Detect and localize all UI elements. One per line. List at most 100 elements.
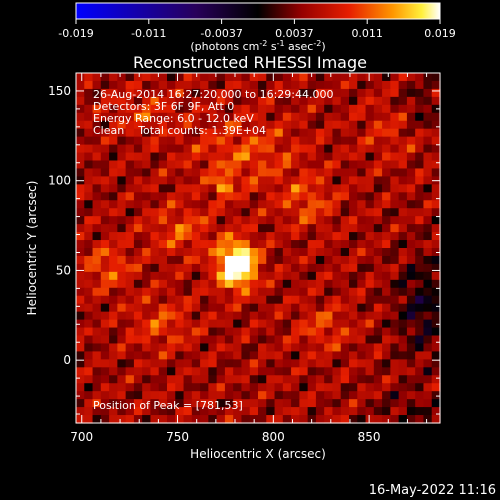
heatmap-cell (316, 137, 325, 146)
heatmap-cell (374, 113, 383, 122)
heatmap-cell (93, 383, 102, 392)
heatmap-cell (76, 367, 85, 376)
heatmap-cell (184, 328, 193, 337)
heatmap-cell (357, 336, 366, 345)
heatmap-cell (101, 296, 110, 305)
heatmap-cell (332, 192, 341, 201)
heatmap-cell (142, 264, 151, 273)
heatmap-cell (225, 176, 234, 185)
heatmap-cell (423, 312, 432, 321)
heatmap-cell (200, 415, 209, 424)
heatmap-cell (407, 320, 416, 329)
heatmap-cell (142, 304, 151, 313)
heatmap-cell (407, 105, 416, 114)
heatmap-cell (283, 121, 292, 130)
heatmap-cell (366, 296, 375, 305)
heatmap-cell (374, 137, 383, 146)
heatmap-cell (258, 145, 267, 154)
heatmap-cell (341, 280, 350, 289)
heatmap-cell (250, 304, 259, 313)
heatmap-cell (250, 359, 259, 368)
heatmap-cell (283, 224, 292, 233)
heatmap-cell (415, 137, 424, 146)
heatmap-cell (374, 153, 383, 162)
heatmap-cell (101, 264, 110, 273)
heatmap-cell (208, 137, 217, 146)
heatmap-cell (76, 288, 85, 297)
heatmap-cell (101, 328, 110, 337)
heatmap-cell (407, 176, 416, 185)
heatmap-cell (101, 168, 110, 177)
heatmap-cell (134, 168, 143, 177)
heatmap-cell (308, 280, 317, 289)
heatmap-cell (349, 280, 358, 289)
heatmap-cell (241, 168, 250, 177)
heatmap-cell (357, 264, 366, 273)
heatmap-cell (142, 328, 151, 337)
heatmap-cell (117, 192, 126, 201)
heatmap-cell (266, 272, 275, 281)
heatmap-cell (109, 216, 118, 225)
heatmap-cell (324, 351, 333, 360)
heatmap-cell (266, 161, 275, 170)
heatmap-cell (390, 280, 399, 289)
heatmap-cell (308, 367, 317, 376)
heatmap-cell (126, 328, 135, 337)
heatmap-cell (432, 415, 441, 424)
heatmap-cell (142, 248, 151, 257)
heatmap-cell (291, 343, 300, 352)
heatmap-cell (374, 280, 383, 289)
heatmap-cell (332, 304, 341, 313)
heatmap-cell (76, 383, 85, 392)
heatmap-cell (76, 200, 85, 209)
heatmap-cell (217, 168, 226, 177)
heatmap-cell (374, 168, 383, 177)
heatmap-cell (217, 336, 226, 345)
heatmap-cell (200, 328, 209, 337)
heatmap-cell (208, 383, 217, 392)
heatmap-cell (126, 153, 135, 162)
heatmap-cell (283, 272, 292, 281)
heatmap-cell (93, 176, 102, 185)
heatmap-cell (117, 208, 126, 217)
heatmap-cell (217, 312, 226, 321)
heatmap-cell (349, 224, 358, 233)
heatmap-cell (366, 264, 375, 273)
heatmap-cell (407, 375, 416, 384)
heatmap-cell (159, 137, 168, 146)
heatmap-cell (349, 391, 358, 400)
heatmap-cell (241, 161, 250, 170)
heatmap-cell (308, 320, 317, 329)
heatmap-cell (332, 288, 341, 297)
heatmap-cell (415, 176, 424, 185)
heatmap-cell (432, 336, 441, 345)
heatmap-cell (200, 367, 209, 376)
heatmap-cell (184, 200, 193, 209)
heatmap-cell (167, 304, 176, 313)
heatmap-cell (241, 200, 250, 209)
heatmap-cell (208, 288, 217, 297)
heatmap-cell (142, 383, 151, 392)
heatmap-cell (275, 200, 284, 209)
heatmap-cell (208, 304, 217, 313)
heatmap-cell (332, 351, 341, 360)
heatmap-cell (324, 184, 333, 193)
heatmap-cell (93, 153, 102, 162)
heatmap-cell (390, 375, 399, 384)
heatmap-cell (415, 304, 424, 313)
y-tick-label: 150 (48, 84, 71, 98)
heatmap-cell (126, 192, 135, 201)
heatmap-cell (349, 200, 358, 209)
heatmap-cell (241, 208, 250, 217)
heatmap-cell (109, 176, 118, 185)
heatmap-cell (399, 200, 408, 209)
heatmap-cell (299, 280, 308, 289)
heatmap-cell (432, 216, 441, 225)
heatmap-cell (258, 168, 267, 177)
heatmap-cell (341, 336, 350, 345)
heatmap-cell (117, 224, 126, 233)
heatmap-cell (374, 81, 383, 90)
heatmap-cell (233, 336, 242, 345)
heatmap-cell (390, 216, 399, 225)
heatmap-cell (167, 161, 176, 170)
